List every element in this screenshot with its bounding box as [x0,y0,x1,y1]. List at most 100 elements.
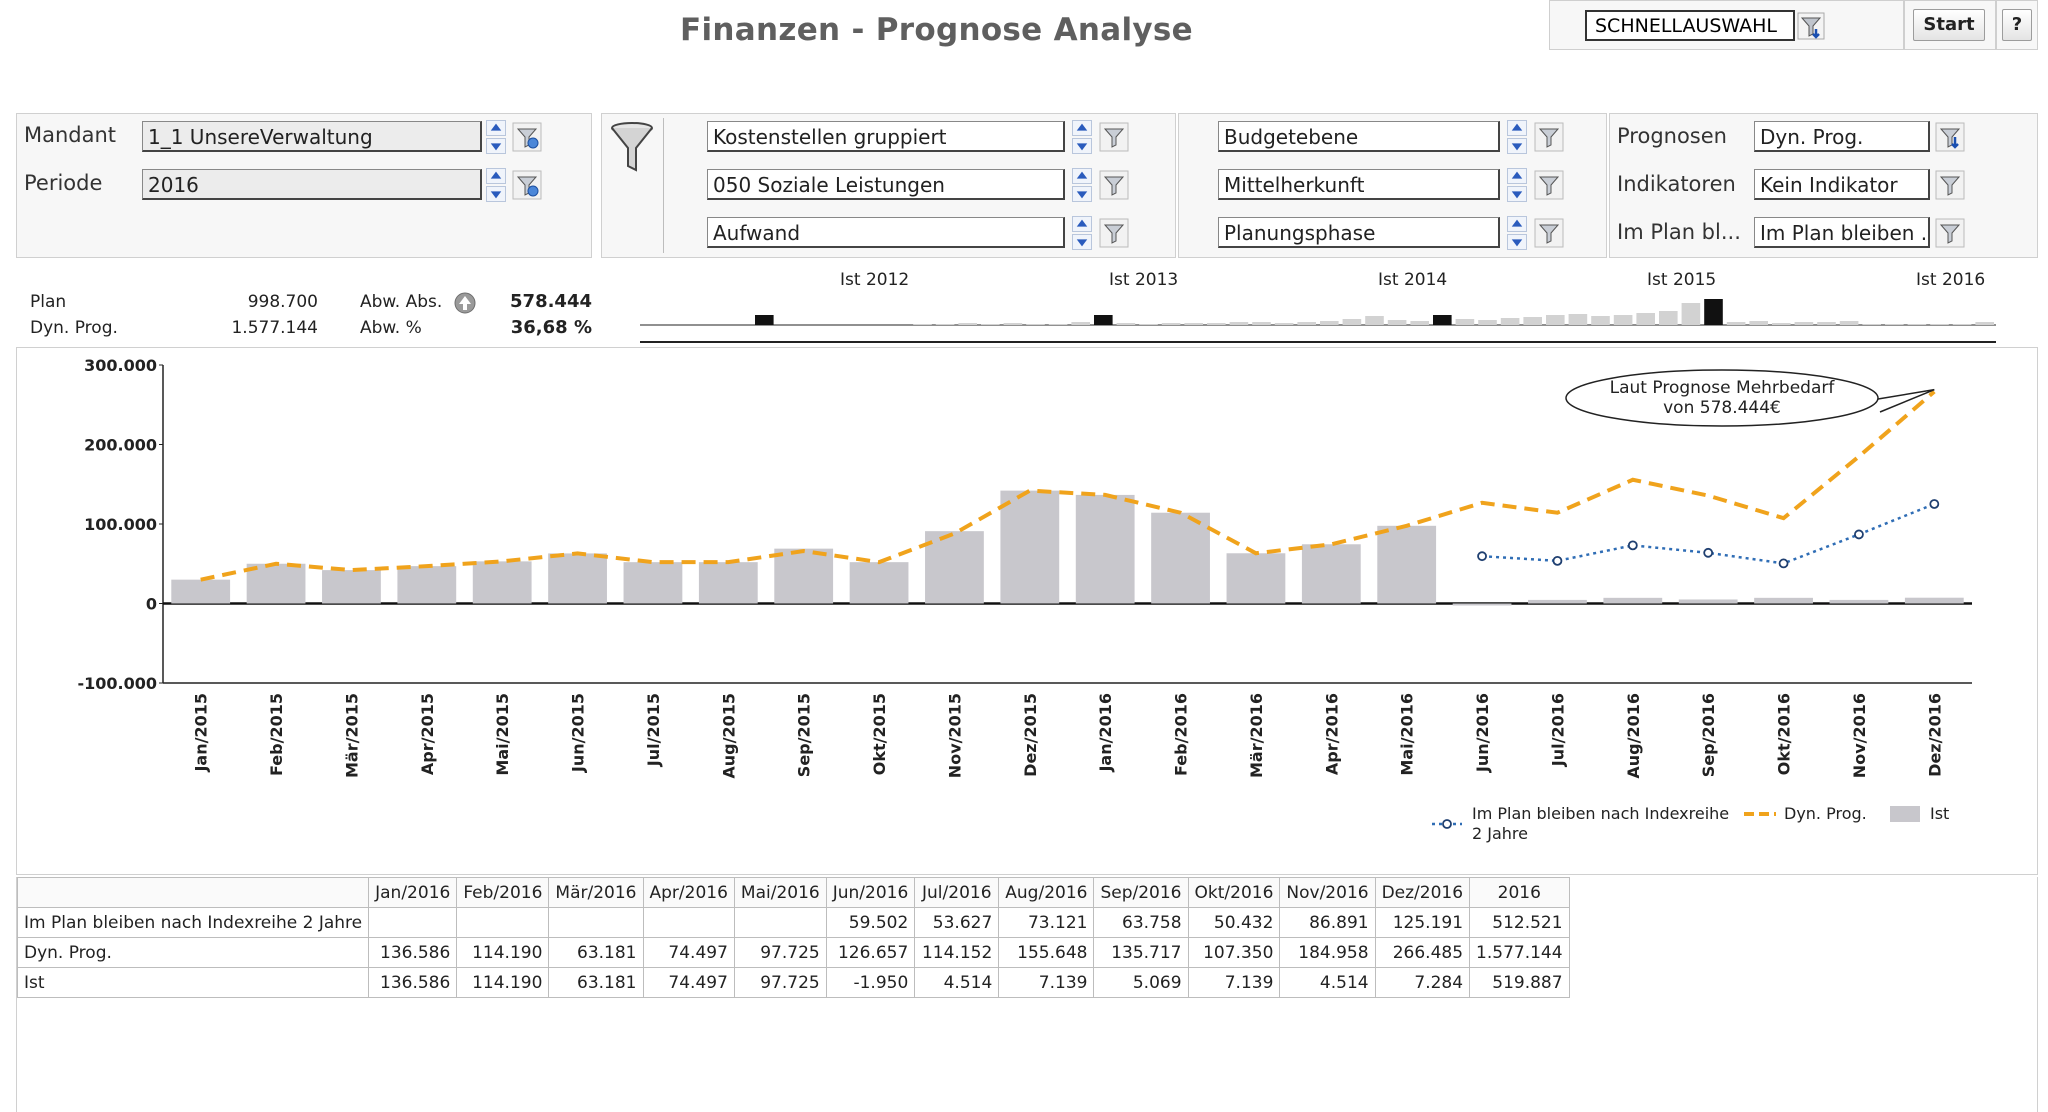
bar-ist [1904,597,1964,604]
table-cell: 86.891 [1279,907,1376,938]
kostenstellen-spinner-0[interactable] [1071,120,1093,154]
x-tick-label: Aug/2015 [719,693,738,779]
timeline-bar [1478,320,1497,325]
table-cell [733,907,827,938]
annotation-bubble [1565,369,1879,427]
quick-select-input[interactable] [1585,10,1795,41]
table-row: Dyn. Prog. 136.586 114.190 63.181 74.497 97.7… [16,937,1570,968]
table-header-cell: Jul/2016 [914,877,1000,908]
timeline-bar [1003,323,1023,325]
timeline-active-bar [1704,299,1723,325]
help-button[interactable]: ? [2002,9,2032,41]
periode-lookup-icon[interactable] [512,170,542,200]
x-tick-label: Dez/2016 [1925,693,1944,777]
x-tick-label: Jan/2016 [1096,693,1115,773]
table-cell [368,907,458,938]
timeline-label-2015: Ist 2015 [1647,270,1717,290]
budget-filter-icon-2[interactable] [1534,218,1564,248]
point-im-plan [1778,558,1789,569]
prognosen-field[interactable]: Dyn. Prog. [1754,121,1930,152]
table-cell: 184.958 [1279,937,1376,968]
timeline-slider[interactable] [0,290,2048,346]
table-cell: 74.497 [642,937,735,968]
kostenstellen-filter-icon-1[interactable] [1099,170,1129,200]
soziale-leistungen-field[interactable]: 050 Soziale Leistungen [707,169,1065,200]
mandant-field[interactable]: 1_1 UnsereVerwaltung [142,121,482,152]
kostenstellen-filter-icon-2[interactable] [1099,218,1129,248]
mandant-spinner[interactable] [485,120,507,154]
legend-marker-im-plan [1442,819,1452,829]
timeline-bar [1975,322,1994,325]
kostenstellen-spinner-2[interactable] [1071,216,1093,250]
periode-field[interactable]: 2016 [142,169,482,200]
start-button[interactable]: Start [1913,9,1985,41]
timeline-bar [981,324,1000,325]
kostenstellen-filter-icon-0[interactable] [1099,122,1129,152]
bar-ist [397,566,457,604]
aufwand-field[interactable]: Aufwand [707,217,1065,248]
point-im-plan [1477,551,1487,562]
timeline-active-bar [1094,315,1113,325]
table-cell: 59.502 [825,907,916,938]
kostenstellen-field[interactable]: Kostenstellen gruppiert [707,121,1065,152]
table-header-cell: Mai/2016 [733,877,827,908]
bar-ist [1528,599,1587,604]
table-header-cell: Dez/2016 [1374,877,1471,908]
table-cell: 7.284 [1374,967,1471,998]
kostenstellen-spinner-1[interactable] [1071,168,1093,202]
bar-ist [1151,512,1210,604]
legend-label-ist: Ist [1930,804,1949,823]
annotation-text-2: von 578.444€ [1663,398,1781,418]
timeline-bar [1071,322,1090,325]
table-cell: 114.152 [914,937,1000,968]
y-tick-label: 0 [146,595,157,614]
budgetebene-field[interactable]: Budgetebene [1218,121,1500,152]
quick-select-filter-icon[interactable] [1797,12,1825,40]
budget-spinner-1[interactable] [1506,168,1528,202]
timeline-bar [1546,315,1565,325]
prognosen-label: Prognosen [1617,124,1727,148]
timeline-bar [1161,323,1181,325]
indikatoren-field[interactable]: Kein Indikator [1754,169,1930,200]
mandant-lookup-icon[interactable] [512,122,542,152]
implan-filter-icon[interactable] [1935,218,1965,248]
bar-ist [623,562,683,604]
table-row-label: Ist [16,967,370,998]
timeline-bar [1207,323,1226,325]
budget-filter-icon-1[interactable] [1534,170,1564,200]
bar-ist [1754,597,1813,604]
x-tick-label: Okt/2016 [1775,693,1794,775]
bar-ist [849,562,909,604]
budget-spinner-0[interactable] [1506,120,1528,154]
periode-spinner[interactable] [485,168,507,202]
budget-spinner-2[interactable] [1506,216,1528,250]
kpi-dynprog-value: 1.577.144 [231,318,318,338]
timeline-bar [1726,322,1746,325]
timeline-bar [1749,321,1768,325]
legend-label-im-plan-2: 2 Jahre [1472,824,1528,843]
table-header-cell: Jan/2016 [368,877,458,908]
timeline-bar [1568,314,1588,325]
periode-label: Periode [24,171,103,195]
bar-ist [171,579,231,604]
table-cell: 155.648 [998,937,1095,968]
mittelherkunft-field[interactable]: Mittelherkunft [1218,169,1500,200]
timeline-bar [1591,316,1610,325]
table-cell: 107.350 [1187,937,1281,968]
timeline-bar [1365,316,1384,325]
implan-field[interactable]: Im Plan bleiben ... [1754,217,1930,248]
timeline-active-bar [1433,315,1452,325]
timeline-label-2012: Ist 2012 [840,270,910,290]
funnel-icon[interactable] [609,120,655,172]
indikatoren-filter-icon[interactable] [1935,170,1965,200]
kpi-plan-value: 998.700 [247,292,318,312]
table-cell [642,907,735,938]
prognosen-filter-icon[interactable] [1935,122,1965,152]
planungsphase-field[interactable]: Planungsphase [1218,217,1500,248]
point-im-plan [1854,529,1864,540]
budget-filter-icon-0[interactable] [1534,122,1564,152]
x-tick-label: Mär/2016 [1247,693,1266,778]
x-tick-label: Jun/2015 [569,693,588,773]
table-header-cell: Feb/2016 [456,877,550,908]
